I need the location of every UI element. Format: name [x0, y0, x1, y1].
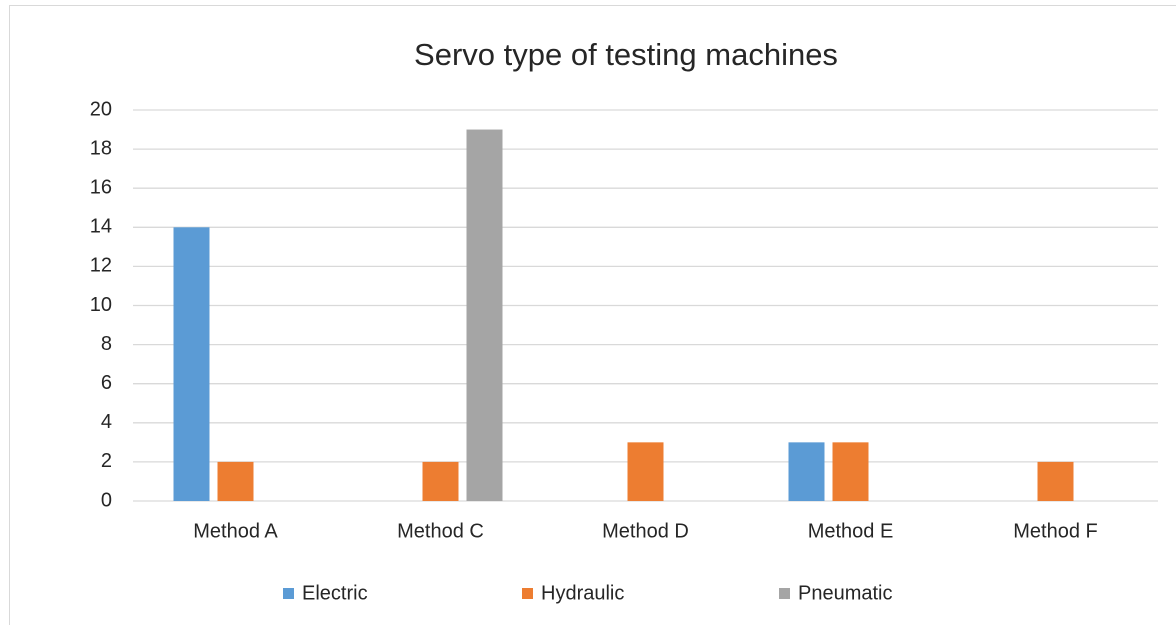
bar — [628, 442, 664, 501]
bar — [423, 462, 459, 501]
y-tick-label: 8 — [101, 333, 112, 355]
x-tick-label: Method F — [1013, 520, 1097, 542]
legend-swatch — [522, 588, 533, 599]
bar — [833, 442, 869, 501]
legend-label: Pneumatic — [798, 582, 893, 604]
x-tick-label: Method D — [602, 520, 689, 542]
y-tick-label: 2 — [101, 450, 112, 472]
y-tick-label: 0 — [101, 489, 112, 511]
legend-swatch — [283, 588, 294, 599]
x-tick-label: Method E — [808, 520, 894, 542]
legend-label: Electric — [302, 582, 368, 604]
y-tick-label: 16 — [90, 176, 112, 198]
bar — [218, 462, 254, 501]
chart-title: Servo type of testing machines — [414, 37, 838, 72]
x-tick-label: Method A — [193, 520, 278, 542]
bar — [789, 442, 825, 501]
y-tick-label: 6 — [101, 372, 112, 394]
y-tick-label: 4 — [101, 411, 112, 433]
x-tick-label: Method C — [397, 520, 484, 542]
y-tick-label: 20 — [90, 98, 112, 120]
y-tick-label: 14 — [90, 216, 112, 238]
y-tick-label: 18 — [90, 137, 112, 159]
bar — [174, 227, 210, 501]
bar — [467, 130, 503, 501]
bar — [1038, 462, 1074, 501]
legend-swatch — [779, 588, 790, 599]
y-tick-label: 12 — [90, 255, 112, 277]
y-tick-label: 10 — [90, 294, 112, 316]
legend-label: Hydraulic — [541, 582, 624, 604]
